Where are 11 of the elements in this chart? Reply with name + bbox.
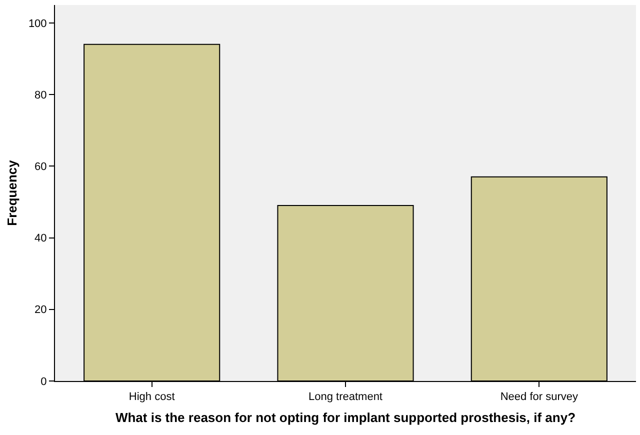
x-axis-title: What is the reason for not opting for implant supported prosthesis, if any? bbox=[115, 410, 576, 425]
x-tick-label: High cost bbox=[128, 391, 175, 404]
x-tick-label: Need for survey bbox=[500, 391, 578, 404]
y-tick-label: 0 bbox=[40, 376, 47, 388]
y-tick-label: 60 bbox=[34, 160, 47, 173]
y-tick-label: 100 bbox=[28, 18, 47, 30]
y-tick-label: 40 bbox=[34, 232, 47, 245]
y-axis-title: Frequency bbox=[4, 159, 20, 226]
y-tick-label: 80 bbox=[34, 89, 47, 102]
y-tick-label: 20 bbox=[34, 304, 47, 316]
x-tick-label: Long treatment bbox=[308, 391, 382, 404]
